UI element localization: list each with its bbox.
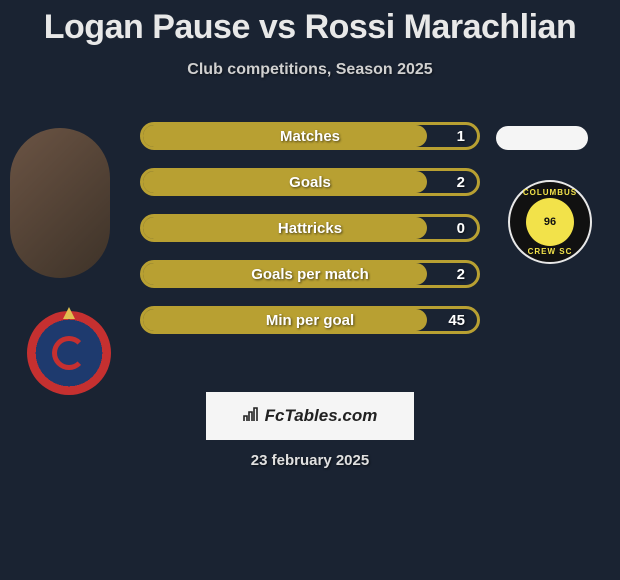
club-right-inner: 96 (526, 198, 574, 246)
stat-value: 2 (457, 266, 465, 283)
stat-label: Goals per match (143, 266, 477, 283)
club-badge-left (20, 310, 118, 396)
stat-value: 45 (448, 312, 465, 329)
subtitle: Club competitions, Season 2025 (0, 61, 620, 79)
stat-bar: Matches 1 (140, 122, 480, 150)
stat-label: Hattricks (143, 220, 477, 237)
date-text: 23 february 2025 (0, 452, 620, 469)
stat-bar: Goals per match 2 (140, 260, 480, 288)
page-title: Logan Pause vs Rossi Marachlian (0, 0, 620, 47)
stat-bar: Hattricks 0 (140, 214, 480, 242)
player-right-pill (496, 126, 588, 150)
brand-text: FcTables.com (265, 406, 378, 426)
stat-label: Goals (143, 174, 477, 191)
stat-value: 2 (457, 174, 465, 191)
stat-value: 1 (457, 128, 465, 145)
stats-bars: Matches 1 Goals 2 Hattricks 0 Goals per … (140, 122, 480, 352)
brand-box: FcTables.com (206, 392, 414, 440)
player-left-photo-img (10, 128, 110, 278)
stat-value: 0 (457, 220, 465, 237)
chicago-fire-icon (20, 310, 118, 396)
club-right-bottom-text: CREW SC (528, 247, 573, 256)
club-right-top-text: COLUMBUS (523, 188, 577, 197)
stat-bar: Min per goal 45 (140, 306, 480, 334)
player-left-photo (10, 128, 110, 278)
columbus-crew-icon: COLUMBUS 96 CREW SC (500, 180, 600, 264)
chart-icon (243, 406, 261, 427)
stat-bar: Goals 2 (140, 168, 480, 196)
stat-label: Matches (143, 128, 477, 145)
stat-label: Min per goal (143, 312, 477, 329)
club-badge-right: COLUMBUS 96 CREW SC (500, 180, 600, 264)
